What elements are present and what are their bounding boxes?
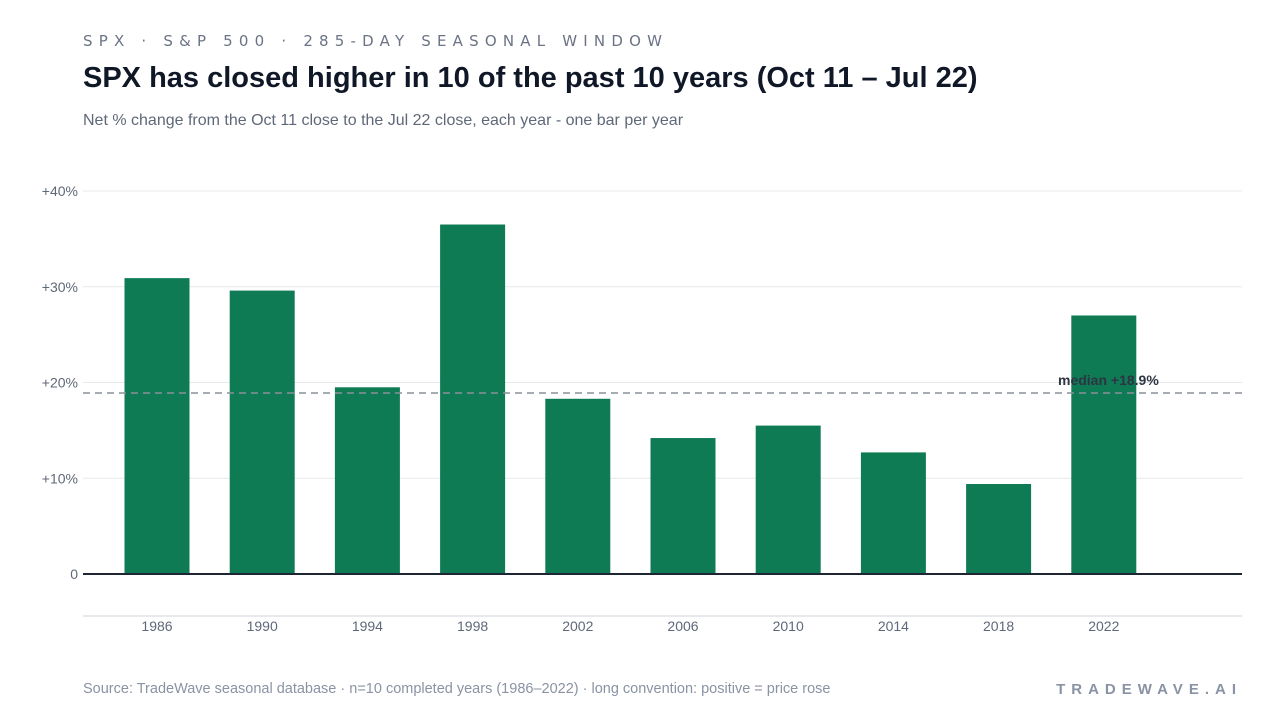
- x-tick-label: 2006: [667, 618, 698, 634]
- bar-2010: [755, 425, 821, 574]
- x-tick-label: 1998: [457, 618, 488, 634]
- source-note: Source: TradeWave seasonal database · n=…: [83, 681, 831, 697]
- axes: 0 +10% +20% +30% +40% 1986 1990 1994 1998 2002 200…: [42, 183, 1242, 634]
- chart-title: SPX has closed higher in 10 of the past …: [83, 62, 978, 94]
- bar-1998: [440, 224, 506, 574]
- x-tick-label: 1986: [141, 618, 172, 634]
- y-tick-label: +40%: [42, 183, 78, 199]
- bars: [124, 224, 1137, 574]
- median-annotation: median +18.9%: [83, 372, 1242, 394]
- median-label: median +18.9%: [1058, 372, 1159, 388]
- chart-kicker: SPX · S&P 500 · 285-DAY SEASONAL WINDOW: [83, 32, 669, 50]
- x-tick-label: 1990: [247, 618, 278, 634]
- y-tick-label: +20%: [42, 375, 78, 391]
- bar-2006: [650, 438, 716, 574]
- x-tick-label: 2014: [878, 618, 909, 634]
- y-tick-label: +10%: [42, 470, 78, 486]
- x-tick-label: 2002: [562, 618, 593, 634]
- bar-1994: [334, 387, 400, 574]
- y-tick-label: +30%: [42, 279, 78, 295]
- y-tick-label: 0: [70, 566, 78, 582]
- bar-2002: [545, 398, 611, 574]
- bar-1986: [124, 278, 190, 574]
- bar-1990: [229, 290, 295, 574]
- x-tick-label: 1994: [352, 618, 383, 634]
- x-tick-label: 2010: [773, 618, 804, 634]
- x-tick-label: 2018: [983, 618, 1014, 634]
- brand-logo: TRADEWAVE.AI: [1056, 681, 1242, 698]
- chart-subtitle: Net % change from the Oct 11 close to th…: [83, 112, 684, 129]
- bar-2018: [966, 483, 1032, 574]
- bar-2014: [860, 452, 926, 574]
- x-tick-label: 2022: [1088, 618, 1119, 634]
- bar-2022: [1071, 315, 1137, 574]
